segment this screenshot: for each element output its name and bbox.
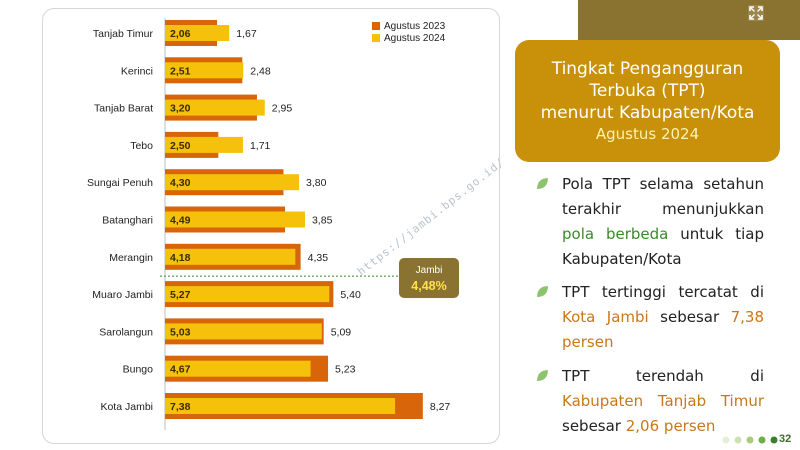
bullet-run: TPT terendah di [562,367,764,385]
data-label-2023: 5,09 [331,326,352,338]
reference-value: 4,48% [411,279,446,293]
leaf-bullet-icon [537,370,548,381]
bullet-point: TPT terendah di Kabupaten Tanjab Timur s… [537,364,764,439]
bar-agustus-2024 [165,136,243,153]
data-label-2024: 7,38 [170,401,191,413]
data-label-2024: 2,50 [170,140,191,152]
category-label: Tanjab Timur [93,28,154,40]
leaf-bullet-icon [537,178,548,189]
category-label: Muaro Jambi [92,289,153,301]
bar-agustus-2024 [165,211,305,228]
data-label-2023: 2,95 [272,103,293,115]
category-label: Kota Jambi [100,401,153,413]
title-line-1: Tingkat Pengangguran [551,59,744,79]
bullet-run: Kabupaten Tanjab Timur [562,392,764,410]
bar-agustus-2024 [165,398,396,414]
bullet-run: pola berbeda [562,225,669,243]
title-box: Tingkat Pengangguran Terbuka (TPT) menur… [515,40,780,162]
header-band [578,0,800,40]
bullet-run: 2,06 persen [625,417,716,435]
bullet-text: TPT tertinggi tercatat di Kota Jambi seb… [562,280,764,355]
data-label-2024: 4,30 [170,177,191,189]
category-label: Bungo [123,364,154,376]
bar-agustus-2024 [165,174,300,191]
category-label: Tebo [130,140,153,152]
bullet-text: TPT terendah di Kabupaten Tanjab Timur s… [562,364,764,439]
category-label: Batanghari [102,215,153,227]
bullet-run: Kota Jambi [562,308,649,326]
legend-swatch [372,22,380,30]
data-label-2024: 5,03 [170,326,191,338]
bullet-run: sebesar [648,308,731,326]
data-label-2023: 3,85 [312,215,333,227]
reference-label: Jambi [416,265,443,276]
bar-agustus-2024 [165,323,322,340]
legend-swatch [372,34,380,42]
data-label-2023: 4,35 [308,252,329,264]
bar-agustus-2024 [165,248,296,265]
data-label-2023: 2,48 [250,65,271,77]
reference-callout [399,258,459,298]
data-label-2023: 1,67 [236,28,257,40]
data-label-2023: 1,71 [250,140,271,152]
data-label-2023: 8,27 [430,401,451,413]
title-line-2: Terbuka (TPT) [589,81,706,101]
page-number: 32 [779,433,792,445]
data-label-2023: 3,80 [306,177,327,189]
data-label-2024: 4,18 [170,252,191,264]
category-label: Kerinci [121,65,153,77]
leaf-bullet-icon [537,286,548,297]
data-label-2024: 2,06 [170,28,191,40]
category-label: Tanjab Barat [94,103,153,115]
data-label-2024: 3,20 [170,103,191,115]
bullet-run: untuk tiap Kabupaten/Kota [562,225,764,268]
title-line-3: menurut Kabupaten/Kota [540,103,755,123]
bullet-run: TPT tertinggi tercatat di [562,283,764,301]
data-label-2024: 5,27 [170,289,191,301]
expand-icon[interactable] [748,5,764,21]
bar-agustus-2024 [165,360,311,377]
data-label-2023: 5,40 [340,289,361,301]
bullet-text: Pola TPT selama setahun terakhir menunju… [562,172,764,272]
legend-entry: Agustus 2023 [384,21,446,32]
bullet-run: 7,38 persen [562,308,764,351]
bar-agustus-2024 [165,25,230,41]
bullet-run: sebesar [562,417,626,435]
data-label-2024: 4,67 [170,364,191,376]
bar-agustus-2024 [165,99,265,116]
page-progress-dots [722,436,778,444]
title-subtitle: Agustus 2024 [595,125,700,143]
data-label-2023: 5,23 [335,364,356,376]
category-label: Sungai Penuh [87,177,153,189]
category-label: Merangin [109,252,153,264]
bar-agustus-2024 [165,286,330,303]
legend-entry: Agustus 2024 [384,33,446,44]
data-label-2024: 4,49 [170,215,191,227]
bullet-run: Pola TPT selama setahun terakhir menunju… [562,175,764,218]
bullet-point: TPT tertinggi tercatat di Kota Jambi seb… [537,280,764,355]
bullet-point: Pola TPT selama setahun terakhir menunju… [537,172,764,272]
bar-agustus-2024 [165,62,244,79]
category-label: Sarolangun [99,326,153,338]
data-label-2024: 2,51 [170,65,191,77]
